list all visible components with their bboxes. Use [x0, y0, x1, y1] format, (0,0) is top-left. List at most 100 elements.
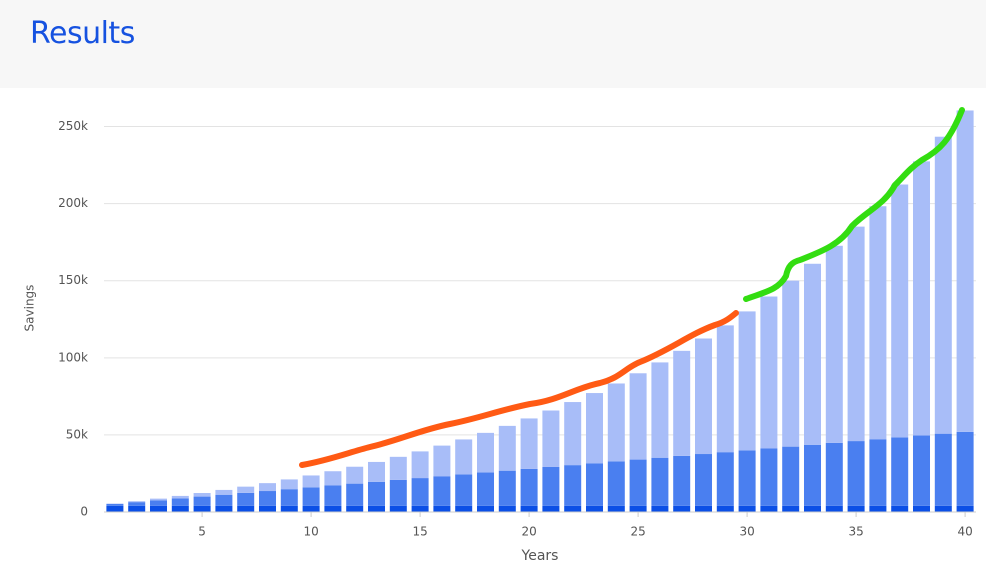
bar-segment	[476, 472, 495, 506]
x-tick-label: 10	[303, 525, 318, 539]
bar-segment	[564, 402, 582, 466]
bar-segment	[258, 491, 277, 506]
bar-segment	[128, 501, 146, 503]
bar-segment	[651, 457, 669, 506]
bar-segment	[258, 505, 277, 512]
bar-segment	[389, 456, 407, 480]
bar-segment	[193, 496, 211, 506]
bar-segment	[346, 466, 364, 484]
bar-segment	[106, 503, 124, 506]
bar-segment	[367, 505, 386, 512]
bar-segment	[542, 410, 560, 467]
x-tick-label: 15	[412, 525, 427, 539]
bar-segment	[912, 161, 931, 436]
bar-segment	[760, 505, 778, 512]
bar-segment	[520, 505, 538, 512]
bar-segment	[825, 505, 843, 512]
bar-segment	[716, 452, 734, 506]
bar-segment	[673, 505, 691, 512]
bar-segment	[629, 505, 647, 512]
bar-segment	[280, 489, 298, 506]
bar-segment	[891, 437, 909, 506]
bar-segment	[651, 505, 669, 512]
bar-segment	[542, 505, 560, 512]
bar-segment	[825, 245, 843, 443]
bar-segment	[607, 461, 625, 506]
bar-segment	[956, 110, 974, 432]
bar-segment	[847, 226, 865, 442]
bar-segment	[455, 505, 473, 512]
bar-segment	[585, 393, 604, 464]
bar-segment	[782, 280, 800, 447]
bar-segment	[171, 495, 189, 499]
x-tick-label: 40	[957, 525, 972, 539]
page-title: Results	[30, 16, 135, 51]
bar-segment	[193, 505, 211, 512]
bar-segment	[934, 505, 952, 512]
y-tick-label: 0	[80, 505, 88, 519]
bar-segment	[455, 474, 473, 506]
y-axis-label: Savings	[23, 285, 37, 332]
bar-segment	[803, 263, 822, 445]
bar-segment	[215, 489, 233, 495]
bar-segment	[215, 494, 233, 506]
grid	[104, 126, 976, 513]
bar-segment	[956, 505, 974, 512]
annotation-stroke	[743, 107, 965, 302]
bar-segment	[324, 471, 342, 486]
y-tick-label: 50k	[66, 427, 88, 441]
bar-segment	[171, 498, 189, 506]
bar-segment	[607, 505, 625, 512]
bar-segment	[738, 450, 756, 506]
bar-segment	[738, 311, 756, 451]
bar-segment	[280, 505, 298, 512]
bar-segment	[760, 296, 778, 449]
y-tick-label: 200k	[58, 196, 88, 210]
bar-segment	[716, 505, 734, 512]
bar-segment	[564, 505, 582, 512]
x-axis-label: Years	[521, 548, 559, 564]
bar-segment	[912, 435, 931, 506]
bar-segment	[411, 505, 429, 512]
bar-segment	[825, 442, 843, 506]
bar-segment	[542, 466, 560, 506]
bar-segment	[847, 505, 865, 512]
bar-segment	[128, 502, 146, 506]
bar-segment	[673, 350, 691, 456]
y-tick-label: 250k	[58, 119, 88, 133]
bar-segment	[891, 505, 909, 512]
bar-segment	[760, 448, 778, 506]
bar-segment	[280, 479, 298, 490]
x-tick-label: 25	[630, 525, 645, 539]
bar-segment	[716, 325, 734, 453]
bar-segment	[498, 505, 516, 512]
y-tick-label: 100k	[58, 350, 88, 364]
bar-segment	[673, 455, 691, 506]
bar-segment	[498, 425, 516, 471]
bar-segment	[433, 476, 451, 506]
bar-segment	[694, 505, 713, 512]
bar-segment	[193, 493, 211, 497]
header: Results	[0, 0, 986, 88]
bar-segment	[694, 454, 713, 506]
x-tick-label: 30	[739, 525, 754, 539]
bar-segment	[324, 485, 342, 506]
bar-segment	[455, 439, 473, 475]
bar-segment	[237, 486, 255, 493]
bar-segment	[302, 487, 320, 506]
bar-segment	[389, 505, 407, 512]
bar-segment	[149, 500, 168, 506]
x-tick-label: 20	[521, 525, 536, 539]
bar-segment	[847, 441, 865, 506]
bar-segment	[803, 505, 822, 512]
bar-segment	[433, 505, 451, 512]
bar-segment	[564, 465, 582, 506]
y-tick-label: 150k	[58, 273, 88, 287]
bar-segment	[738, 505, 756, 512]
bar-segment	[149, 505, 168, 512]
bar-segment	[411, 478, 429, 506]
bar-segment	[585, 463, 604, 506]
bar-segment	[128, 505, 146, 512]
